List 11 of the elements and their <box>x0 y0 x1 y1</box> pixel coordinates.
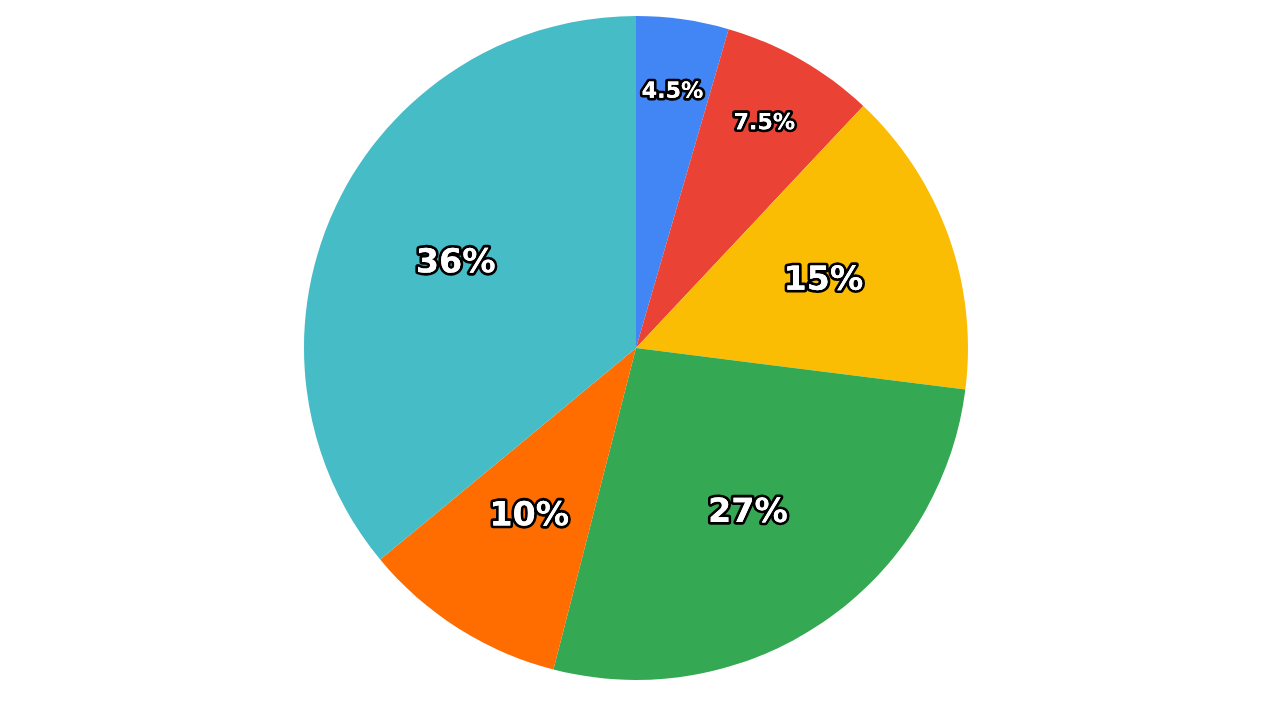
data-label: 4.5% <box>642 81 703 99</box>
data-label: 7.5% <box>734 112 795 130</box>
data-label: 36% <box>418 247 495 273</box>
pie-slice <box>636 105 968 390</box>
pie-slice <box>304 16 636 560</box>
data-label: 10% <box>493 500 569 526</box>
pie-slice <box>380 348 636 670</box>
data-label: 15% <box>787 264 863 291</box>
pie-slice <box>636 29 864 348</box>
data-label: 27% <box>710 497 787 523</box>
pie-slice <box>636 16 729 348</box>
